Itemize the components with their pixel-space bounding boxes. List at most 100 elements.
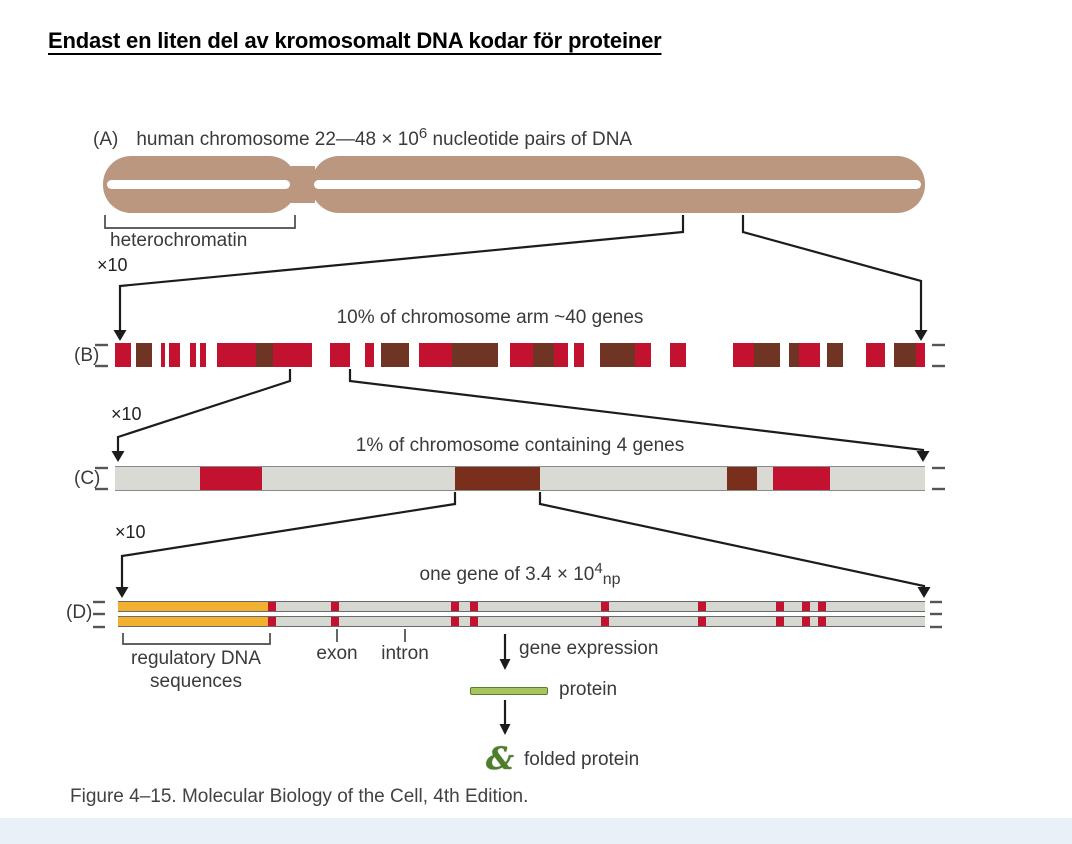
band-segment: [533, 343, 555, 367]
band-segment: [365, 343, 375, 367]
band-segment: [885, 343, 895, 367]
chromosome-arm-band-bar: [115, 343, 925, 367]
regulatory-dna-label-line1: regulatory DNA: [131, 648, 261, 669]
band-segment: [583, 343, 600, 367]
regulatory-dna-label-line2: sequences: [150, 671, 242, 692]
intron-label: intron: [381, 643, 429, 664]
panel-a-exponent: 6: [418, 125, 428, 142]
band-segment: [216, 343, 257, 367]
slide-bottom-strip: [0, 818, 1072, 844]
panel-d-heading: one gene of 3.4 × 104np: [270, 560, 770, 589]
band-segment: [510, 343, 534, 367]
exon-stripe: [817, 617, 826, 626]
exon-stripe: [331, 617, 340, 626]
exon-stripe: [268, 602, 277, 611]
band-segment: [272, 343, 313, 367]
band-segment: [540, 467, 727, 490]
gene-track-upper: [118, 601, 925, 612]
protein-folding-arrow: [499, 700, 511, 735]
gene-track-bar: [118, 601, 925, 627]
band-segment: [686, 343, 734, 367]
band-segment: [374, 343, 382, 367]
zoom-x10-label-d: ×10: [115, 522, 146, 542]
band-segment: [165, 343, 169, 367]
exon-label: exon: [316, 643, 358, 664]
panel-d-subscript: np: [602, 571, 621, 588]
band-segment: [798, 343, 820, 367]
band-segment: [826, 343, 844, 367]
protein-label: protein: [559, 679, 618, 700]
band-segment: [779, 343, 790, 367]
band-segment: [757, 467, 773, 490]
panel-b-heading: 10% of chromosome arm ~40 genes: [336, 307, 644, 328]
band-segment: [256, 343, 273, 367]
panel-d-letter: (D): [66, 602, 93, 623]
zoom-x10-label-b: ×10: [97, 255, 128, 275]
exon-stripe: [802, 617, 811, 626]
panel-d-exponent: 4: [594, 560, 603, 577]
chromosome-segment-bar: [115, 466, 925, 491]
band-segment: [670, 343, 687, 367]
band-segment: [180, 343, 190, 367]
panel-b-letter: (B): [74, 345, 100, 366]
band-segment: [330, 343, 350, 367]
band-segment: [131, 343, 137, 367]
exon-stripe: [268, 617, 277, 626]
band-segment: [727, 467, 757, 490]
band-segment: [819, 343, 827, 367]
regulatory-dna-region: [118, 602, 272, 611]
slide-title: Endast en liten del av kromosomalt DNA k…: [48, 28, 662, 53]
band-segment: [733, 343, 755, 367]
band-segment: [915, 343, 925, 367]
band-segment: [830, 467, 925, 490]
gene-track-lower: [118, 616, 925, 627]
panel-d-heading-text: one gene of 3.4 × 10: [419, 564, 595, 585]
band-segment: [568, 343, 575, 367]
exon-stripe: [331, 602, 340, 611]
protein-bar: [470, 687, 548, 695]
panel-c-heading: 1% of chromosome containing 4 genes: [355, 435, 685, 456]
chromatid-gap-right: [314, 180, 921, 189]
zoom-x10-label-c: ×10: [111, 404, 142, 424]
band-segment: [152, 343, 161, 367]
band-segment: [866, 343, 886, 367]
heterochromatin-bracket: [104, 215, 296, 229]
exon-stripe: [802, 602, 811, 611]
exon-stripe: [451, 617, 460, 626]
band-segment: [773, 467, 830, 490]
exon-stripe: [600, 617, 609, 626]
band-segment: [455, 467, 540, 490]
figure-caption: Figure 4–15. Molecular Biology of the Ce…: [70, 786, 529, 807]
band-segment: [189, 343, 196, 367]
band-segment: [206, 343, 217, 367]
panel-a-heading: (A) human chromosome 22—48 × 106 nucleoti…: [93, 125, 632, 151]
band-segment: [200, 343, 207, 367]
panel-a-heading-text: human chromosome 22—48 × 10: [136, 129, 419, 150]
gene-expression-label: gene expression: [519, 638, 659, 659]
band-segment: [115, 343, 132, 367]
band-segment: [554, 343, 569, 367]
band-segment: [195, 343, 201, 367]
band-segment: [381, 343, 410, 367]
exon-stripe: [451, 602, 460, 611]
band-segment: [789, 343, 799, 367]
exon-stripe: [775, 602, 784, 611]
folded-protein-label: folded protein: [524, 749, 640, 770]
regulatory-dna-region: [118, 617, 272, 626]
folded-protein-icon: &: [486, 741, 514, 777]
heterochromatin-label: heterochromatin: [110, 230, 248, 251]
band-segment: [498, 343, 510, 367]
exon-stripe: [469, 617, 478, 626]
band-segment: [312, 343, 331, 367]
exon-stripe: [775, 617, 784, 626]
band-segment: [894, 343, 916, 367]
gene-expression-arrow: [499, 634, 511, 670]
band-segment: [200, 467, 262, 490]
centromere: [291, 166, 315, 203]
exon-stripe: [817, 602, 826, 611]
band-segment: [418, 343, 452, 367]
band-segment: [843, 343, 867, 367]
exon-stripe: [698, 602, 707, 611]
band-segment: [599, 343, 636, 367]
